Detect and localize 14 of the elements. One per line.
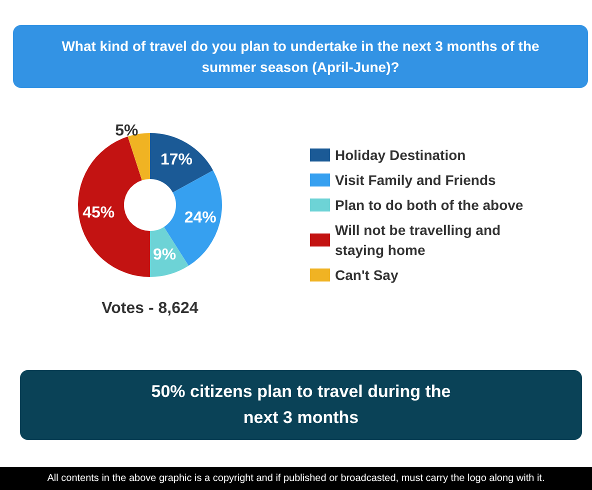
legend-label: Plan to do both of the above [335,197,524,213]
data-label: 24% [184,209,216,226]
legend-label: Visit Family and Friends [335,172,496,188]
data-label: 17% [160,152,192,169]
legend-label: Will not be travelling and staying home [335,222,504,258]
chart-title: What kind of travel do you plan to undertake in the next 3 months of the summer season (April-June)? [13,25,588,88]
data-label: 45% [82,204,115,222]
legend-label: Holiday Destination [335,147,466,163]
text: All contents in the above graphic is a copyright and if published or broadcasted, must carry the logo along with it. [0,467,592,490]
text: 50% citizens plan to travel during the next 3 months [20,370,582,440]
data-label: 5% [115,122,138,140]
legend-label: Can't Say [335,267,398,283]
data-label: 9% [152,246,176,264]
text: Votes - 8,624 [100,300,200,318]
